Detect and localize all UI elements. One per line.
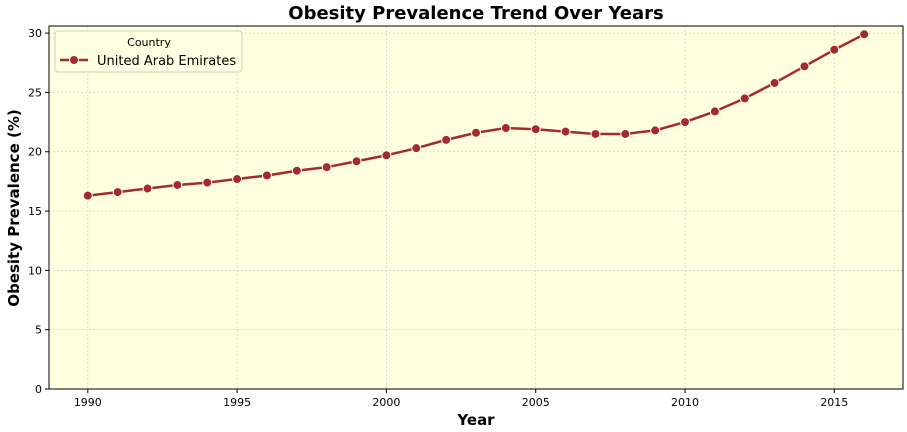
data-point [829, 44, 840, 55]
data-point [590, 128, 601, 139]
y-tick-label: 5 [35, 324, 42, 337]
data-point [411, 143, 422, 154]
x-tick-label: 2015 [820, 396, 848, 409]
data-point [799, 61, 810, 72]
legend: Country United Arab Emirates [54, 30, 243, 73]
x-tick-label: 2000 [372, 396, 400, 409]
chart-title: Obesity Prevalence Trend Over Years [288, 3, 663, 24]
y-tick-label: 30 [28, 27, 42, 40]
plot-frame [48, 25, 904, 390]
y-tick-label: 0 [35, 383, 42, 396]
data-point [202, 177, 213, 188]
data-point [560, 126, 571, 137]
x-axis-label: Year [456, 411, 495, 429]
data-point [142, 183, 153, 194]
data-point [530, 124, 541, 135]
data-point [680, 117, 691, 128]
y-tick-label: 10 [28, 264, 42, 277]
axis-ticks: 1990 1995 2000 2005 2010 2015 0 5 10 15 20 25 30 [28, 27, 848, 409]
x-tick-label: 1995 [223, 396, 251, 409]
data-point [291, 165, 302, 176]
data-point [261, 170, 272, 181]
series-layer [82, 29, 870, 201]
y-tick-label: 25 [28, 86, 42, 99]
legend-title: Country [127, 36, 171, 49]
y-tick-label: 20 [28, 146, 42, 159]
data-point [769, 77, 780, 88]
legend-box [54, 30, 243, 73]
data-point [321, 162, 332, 173]
data-point [351, 156, 362, 167]
data-point [859, 29, 870, 40]
data-point [650, 125, 661, 136]
data-point [381, 150, 392, 161]
legend-entry-label: United Arab Emirates [97, 54, 236, 69]
x-tick-label: 2010 [671, 396, 699, 409]
data-point [500, 123, 511, 134]
data-point [82, 190, 93, 201]
data-point [441, 134, 452, 145]
gridlines [49, 26, 903, 390]
x-tick-label: 2005 [522, 396, 550, 409]
plot-area [49, 26, 903, 389]
y-tick-label: 15 [28, 205, 42, 218]
y-axis-label: Obesity Prevalence (%) [5, 109, 23, 306]
data-point [709, 106, 720, 117]
data-point [172, 179, 183, 190]
x-tick-label: 1990 [74, 396, 102, 409]
data-point [471, 127, 481, 138]
data-point [620, 128, 631, 139]
data-point [112, 187, 123, 198]
data-point [232, 174, 243, 185]
data-point [739, 93, 750, 104]
legend-marker-swatch [69, 55, 79, 65]
